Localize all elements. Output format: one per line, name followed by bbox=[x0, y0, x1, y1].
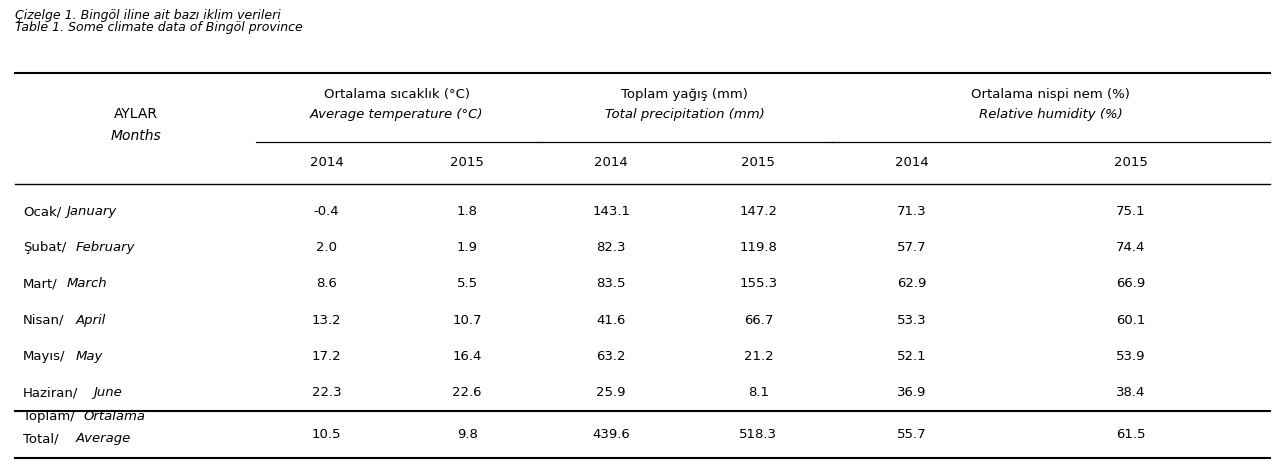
Text: Ortalama nispi nem (%): Ortalama nispi nem (%) bbox=[972, 88, 1130, 101]
Text: 82.3: 82.3 bbox=[596, 241, 626, 254]
Text: 36.9: 36.9 bbox=[897, 386, 927, 399]
Text: Total precipitation (mm): Total precipitation (mm) bbox=[605, 108, 764, 121]
Text: 63.2: 63.2 bbox=[596, 350, 626, 363]
Text: Months: Months bbox=[110, 129, 161, 143]
Text: 9.8: 9.8 bbox=[457, 428, 477, 441]
Text: Ortalama: Ortalama bbox=[84, 410, 146, 423]
Text: 1.9: 1.9 bbox=[457, 241, 477, 254]
Text: May: May bbox=[76, 350, 102, 363]
Text: 1.8: 1.8 bbox=[457, 205, 477, 218]
Text: Average: Average bbox=[76, 432, 131, 446]
Text: Toplam/: Toplam/ bbox=[23, 410, 74, 423]
Text: April: April bbox=[76, 314, 105, 327]
Text: Nisan/: Nisan/ bbox=[23, 314, 64, 327]
Text: 8.1: 8.1 bbox=[748, 386, 769, 399]
Text: 2.0: 2.0 bbox=[316, 241, 337, 254]
Text: 2015: 2015 bbox=[451, 156, 484, 169]
Text: 66.7: 66.7 bbox=[744, 314, 773, 327]
Text: February: February bbox=[76, 241, 134, 254]
Text: 38.4: 38.4 bbox=[1116, 386, 1146, 399]
Text: 2015: 2015 bbox=[1114, 156, 1148, 169]
Text: 22.6: 22.6 bbox=[452, 386, 483, 399]
Text: 16.4: 16.4 bbox=[453, 350, 481, 363]
Text: 143.1: 143.1 bbox=[593, 205, 630, 218]
Text: 5.5: 5.5 bbox=[457, 278, 477, 290]
Text: Ortalama sıcaklık (°C): Ortalama sıcaklık (°C) bbox=[324, 88, 470, 101]
Text: 52.1: 52.1 bbox=[897, 350, 927, 363]
Text: Toplam yağış (mm): Toplam yağış (mm) bbox=[621, 88, 749, 101]
Text: Haziran/: Haziran/ bbox=[23, 386, 78, 399]
Text: January: January bbox=[67, 205, 116, 218]
Text: 119.8: 119.8 bbox=[740, 241, 777, 254]
Text: Average temperature (°C): Average temperature (°C) bbox=[310, 108, 484, 121]
Text: 147.2: 147.2 bbox=[740, 205, 777, 218]
Text: 60.1: 60.1 bbox=[1116, 314, 1146, 327]
Text: 22.3: 22.3 bbox=[311, 386, 342, 399]
Text: 83.5: 83.5 bbox=[596, 278, 626, 290]
Text: 155.3: 155.3 bbox=[740, 278, 777, 290]
Text: 75.1: 75.1 bbox=[1116, 205, 1146, 218]
Text: 57.7: 57.7 bbox=[897, 241, 927, 254]
Text: Relative humidity (%): Relative humidity (%) bbox=[979, 108, 1123, 121]
Text: 439.6: 439.6 bbox=[593, 428, 630, 441]
Text: 13.2: 13.2 bbox=[311, 314, 342, 327]
Text: 74.4: 74.4 bbox=[1116, 241, 1146, 254]
Text: March: March bbox=[67, 278, 108, 290]
Text: 17.2: 17.2 bbox=[311, 350, 342, 363]
Text: 8.6: 8.6 bbox=[316, 278, 337, 290]
Text: Table 1. Some climate data of Bingöl province: Table 1. Some climate data of Bingöl pro… bbox=[15, 21, 303, 34]
Text: 2014: 2014 bbox=[594, 156, 628, 169]
Text: Çizelge 1. Bingöl iline ait bazı iklim verileri: Çizelge 1. Bingöl iline ait bazı iklim v… bbox=[15, 9, 282, 23]
Text: -0.4: -0.4 bbox=[314, 205, 339, 218]
Text: Şubat/: Şubat/ bbox=[23, 241, 67, 254]
Text: Mayıs/: Mayıs/ bbox=[23, 350, 65, 363]
Text: 66.9: 66.9 bbox=[1116, 278, 1146, 290]
Text: 55.7: 55.7 bbox=[897, 428, 927, 441]
Text: 10.5: 10.5 bbox=[311, 428, 342, 441]
Text: 25.9: 25.9 bbox=[596, 386, 626, 399]
Text: 41.6: 41.6 bbox=[596, 314, 626, 327]
Text: AYLAR: AYLAR bbox=[114, 108, 157, 121]
Text: 21.2: 21.2 bbox=[744, 350, 773, 363]
Text: 2014: 2014 bbox=[310, 156, 343, 169]
Text: 53.3: 53.3 bbox=[897, 314, 927, 327]
Text: 2015: 2015 bbox=[741, 156, 776, 169]
Text: 61.5: 61.5 bbox=[1116, 428, 1146, 441]
Text: Ocak/: Ocak/ bbox=[23, 205, 61, 218]
Text: Total/: Total/ bbox=[23, 432, 59, 446]
Text: Mart/: Mart/ bbox=[23, 278, 58, 290]
Text: June: June bbox=[92, 386, 122, 399]
Text: 71.3: 71.3 bbox=[897, 205, 927, 218]
Text: 53.9: 53.9 bbox=[1116, 350, 1146, 363]
Text: 518.3: 518.3 bbox=[740, 428, 777, 441]
Text: 10.7: 10.7 bbox=[452, 314, 483, 327]
Text: 62.9: 62.9 bbox=[897, 278, 927, 290]
Text: 2014: 2014 bbox=[895, 156, 929, 169]
